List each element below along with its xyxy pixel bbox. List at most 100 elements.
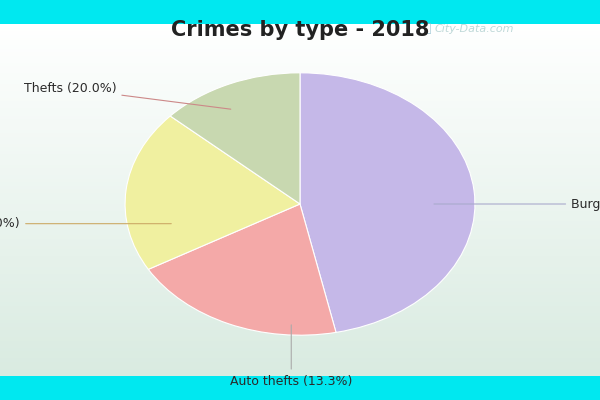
Bar	[0, 59, 600, 63]
Bar	[0, 172, 600, 175]
Bar	[0, 116, 600, 119]
Bar	[0, 316, 600, 320]
Bar	[0, 144, 600, 147]
Bar	[0, 295, 600, 298]
Bar	[0, 298, 600, 302]
Bar	[0, 270, 600, 274]
Text: Crimes by type - 2018: Crimes by type - 2018	[171, 20, 429, 40]
Text: ⓘ: ⓘ	[424, 22, 431, 35]
Bar	[0, 260, 600, 263]
Bar	[0, 288, 600, 292]
Bar	[0, 284, 600, 288]
Bar	[0, 263, 600, 267]
Bar	[0, 105, 600, 108]
Bar	[0, 246, 600, 249]
Bar	[0, 73, 600, 77]
Bar	[0, 154, 600, 158]
Bar	[0, 126, 600, 130]
Bar	[0, 161, 600, 165]
Bar	[0, 355, 600, 358]
Bar	[0, 292, 600, 295]
Bar	[0, 56, 600, 59]
Bar	[0, 63, 600, 66]
Bar	[0, 186, 600, 190]
Bar	[0, 302, 600, 306]
Bar	[0, 38, 600, 42]
Bar	[0, 372, 600, 376]
Wedge shape	[170, 73, 300, 204]
Bar	[0, 42, 600, 45]
Text: City-Data.com: City-Data.com	[435, 24, 514, 34]
Bar	[0, 207, 600, 210]
Bar	[0, 313, 600, 316]
Bar	[0, 66, 600, 70]
Bar	[0, 196, 600, 200]
Bar	[0, 306, 600, 309]
Bar	[0, 369, 600, 372]
Text: Assaults (20.0%): Assaults (20.0%)	[0, 217, 171, 230]
Bar	[0, 122, 600, 126]
Bar	[0, 108, 600, 112]
Bar	[0, 214, 600, 218]
Bar	[0, 327, 600, 330]
Bar	[0, 130, 600, 133]
Bar	[0, 24, 600, 28]
Bar	[0, 168, 600, 172]
Bar	[0, 351, 600, 355]
Bar	[0, 253, 600, 256]
Bar	[0, 31, 600, 34]
Bar	[0, 320, 600, 323]
Bar	[0, 344, 600, 348]
Text: Auto thefts (13.3%): Auto thefts (13.3%)	[230, 325, 352, 388]
Bar	[0, 337, 600, 341]
Bar	[0, 112, 600, 116]
Bar	[0, 119, 600, 122]
Bar	[0, 210, 600, 214]
Bar	[0, 358, 600, 362]
Bar	[0, 80, 600, 84]
Bar	[0, 330, 600, 334]
Bar	[0, 193, 600, 196]
Bar	[0, 249, 600, 253]
Bar	[0, 221, 600, 225]
Bar	[0, 165, 600, 168]
Bar	[0, 323, 600, 327]
Bar	[0, 239, 600, 242]
Bar	[0, 94, 600, 98]
Bar	[0, 334, 600, 337]
Bar	[0, 133, 600, 137]
Bar	[0, 137, 600, 140]
Bar	[0, 218, 600, 221]
Bar	[0, 175, 600, 179]
Bar	[0, 348, 600, 351]
Text: Burglaries (46.7%): Burglaries (46.7%)	[434, 198, 600, 210]
Bar	[0, 281, 600, 284]
Bar	[0, 91, 600, 94]
Bar	[0, 366, 600, 369]
Bar	[0, 256, 600, 260]
Wedge shape	[125, 116, 300, 269]
Bar	[0, 235, 600, 239]
Bar	[0, 341, 600, 344]
Bar	[0, 87, 600, 91]
Bar	[0, 102, 600, 105]
Bar	[0, 225, 600, 228]
Bar	[0, 232, 600, 235]
Bar	[0, 309, 600, 313]
Bar	[0, 28, 600, 31]
Bar	[0, 182, 600, 186]
Bar	[0, 49, 600, 52]
Bar	[0, 267, 600, 270]
Bar	[0, 190, 600, 193]
Wedge shape	[300, 73, 475, 332]
Bar	[0, 274, 600, 278]
Text: Thefts (20.0%): Thefts (20.0%)	[23, 82, 231, 109]
Bar	[0, 200, 600, 204]
Wedge shape	[148, 204, 336, 335]
Bar	[0, 52, 600, 56]
Bar	[0, 242, 600, 246]
Bar	[0, 140, 600, 144]
Bar	[0, 362, 600, 366]
Bar	[0, 147, 600, 151]
Bar	[0, 278, 600, 281]
